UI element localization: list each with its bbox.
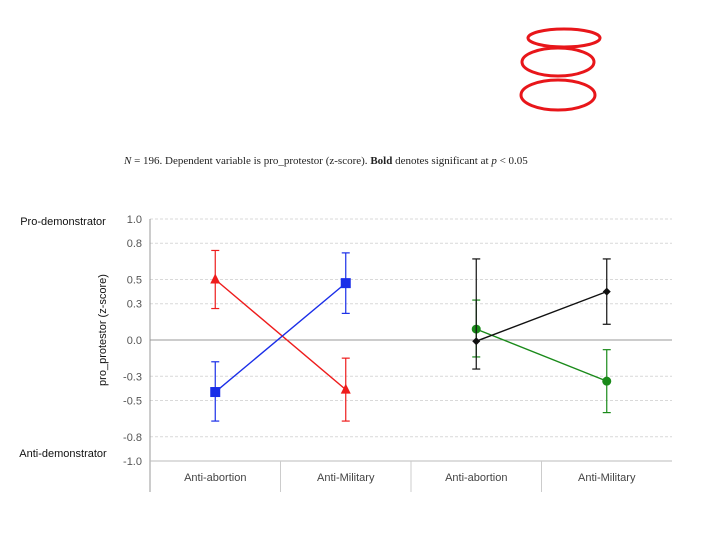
y-tick-label: 1.0 — [127, 214, 142, 226]
blue-data-point — [210, 387, 221, 398]
black-data-point — [602, 287, 611, 296]
note-tail: < 0.05 — [496, 155, 528, 167]
note-bold: Bold — [370, 155, 393, 167]
y-tick-label: -0.3 — [123, 371, 142, 383]
y-tick-label: 0.8 — [127, 238, 142, 250]
red-data-point — [210, 273, 221, 284]
note-mid: denotes significant at — [392, 155, 492, 167]
red-data-point — [340, 383, 351, 394]
red-series-line — [214, 278, 347, 391]
y-tick-label: 0.3 — [127, 299, 142, 311]
x-category-label: Anti-Military — [317, 472, 375, 484]
annotation-ellipse — [519, 78, 597, 112]
annotation-ellipse — [520, 46, 596, 78]
y-tick-label: 0.5 — [127, 275, 142, 287]
y-axis-label: pro_protestor (z-score) — [97, 274, 109, 386]
anti-demonstrator-label: Anti-demonstrator — [19, 448, 107, 460]
y-tick-label: -0.5 — [123, 396, 142, 408]
green-data-point — [602, 376, 612, 386]
note-p: p — [491, 155, 497, 167]
black-series-line — [476, 290, 607, 342]
green-series-line — [475, 328, 608, 382]
annotation-ellipse — [526, 27, 602, 49]
black-data-point — [472, 337, 481, 346]
note-n: N — [124, 155, 132, 167]
note-text: = 196. Dependent variable is pro_protest… — [131, 155, 371, 167]
red-ellipse-annotations — [519, 27, 602, 112]
x-category-label: Anti-abortion — [445, 472, 507, 484]
figure-note: N = 196. Dependent variable is pro_prote… — [124, 155, 644, 167]
x-category-label: Anti-abortion — [184, 472, 246, 484]
y-tick-label: -0.8 — [123, 432, 142, 444]
y-tick-label: -1.0 — [123, 456, 142, 468]
blue-series-line — [214, 282, 347, 393]
x-category-label: Anti-Military — [578, 472, 636, 484]
y-tick-label: 0.0 — [127, 335, 142, 347]
plot-area: 1.0 0.8 0.5 0.3 0.0 -0.3 -0.5 -0.8 -1.0 Anti-abor… — [97, 214, 672, 492]
blue-data-point — [340, 278, 351, 289]
pro-demonstrator-label: Pro-demonstrator — [20, 216, 106, 228]
